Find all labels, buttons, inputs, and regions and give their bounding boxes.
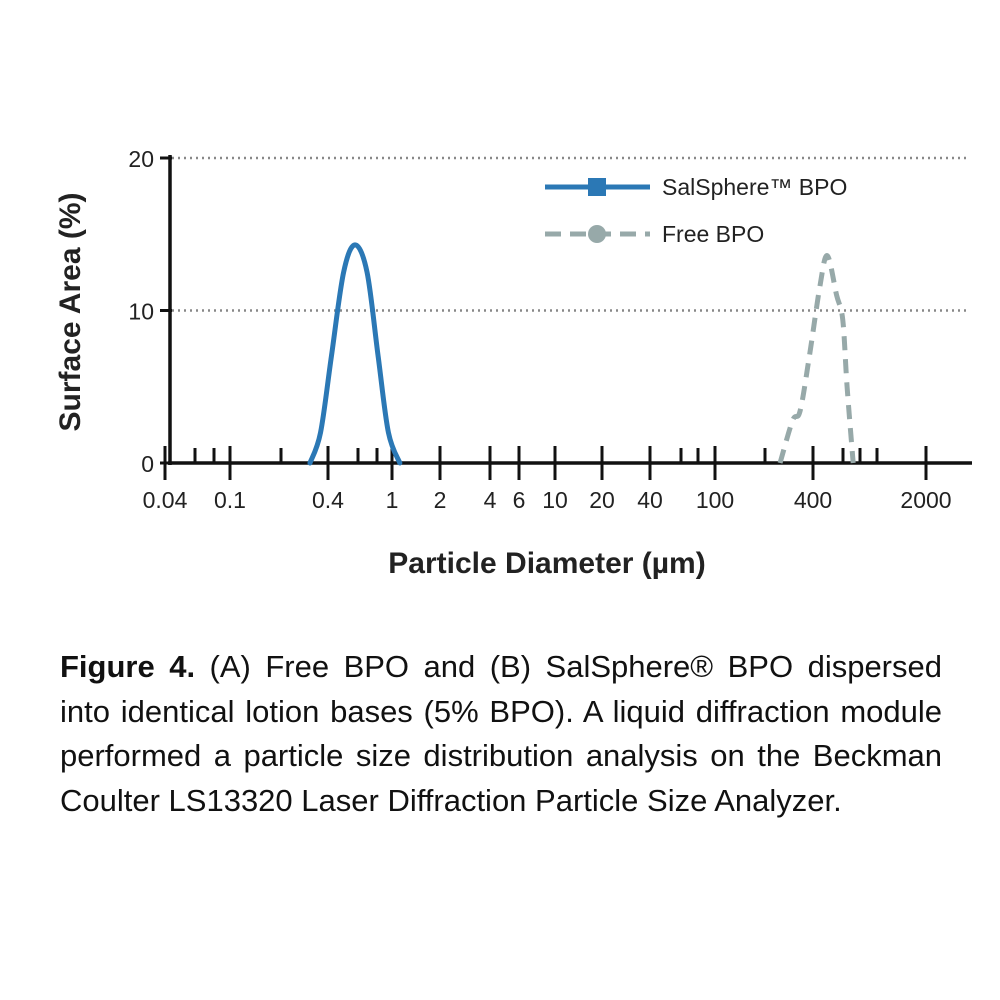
y-tick-label: 20 (128, 146, 154, 172)
particle-size-chart: 0 10 20 0.04 0.1 0.4 1 2 4 6 10 20 40 100 400 2000 SalS… (54, 146, 972, 580)
x-tick-label: 2000 (900, 487, 951, 513)
caption-label: Figure 4. (60, 649, 196, 684)
caption-text: (A) Free BPO and (B) SalSphere® BPO disp… (60, 649, 942, 818)
legend-square-marker (588, 178, 606, 196)
legend-label: SalSphere™ BPO (662, 174, 847, 200)
series-line-1 (777, 253, 856, 464)
x-tick-label: 6 (513, 487, 526, 513)
figure-caption: Figure 4. (A) Free BPO and (B) SalSphere… (60, 645, 942, 823)
x-tick-label: 2 (434, 487, 447, 513)
x-tick-label: 0.1 (214, 487, 246, 513)
x-tick-label: 4 (484, 487, 497, 513)
x-tick-label: 1 (386, 487, 399, 513)
y-tick-label: 0 (141, 451, 154, 477)
y-tick-label: 10 (128, 299, 154, 325)
x-tick-label: 400 (794, 487, 832, 513)
x-tick-label: 10 (542, 487, 568, 513)
x-tick-label: 100 (696, 487, 734, 513)
y-axis-label: Surface Area (%) (54, 193, 87, 432)
legend-label: Free BPO (662, 221, 764, 247)
x-axis-label: Particle Diameter (µm) (388, 547, 705, 580)
x-tick-label: 0.4 (312, 487, 344, 513)
x-tick-label: 20 (589, 487, 615, 513)
series-line-0 (307, 242, 403, 466)
legend-circle-marker (588, 225, 606, 243)
x-tick-label: 40 (637, 487, 663, 513)
x-tick-label: 0.04 (143, 487, 188, 513)
